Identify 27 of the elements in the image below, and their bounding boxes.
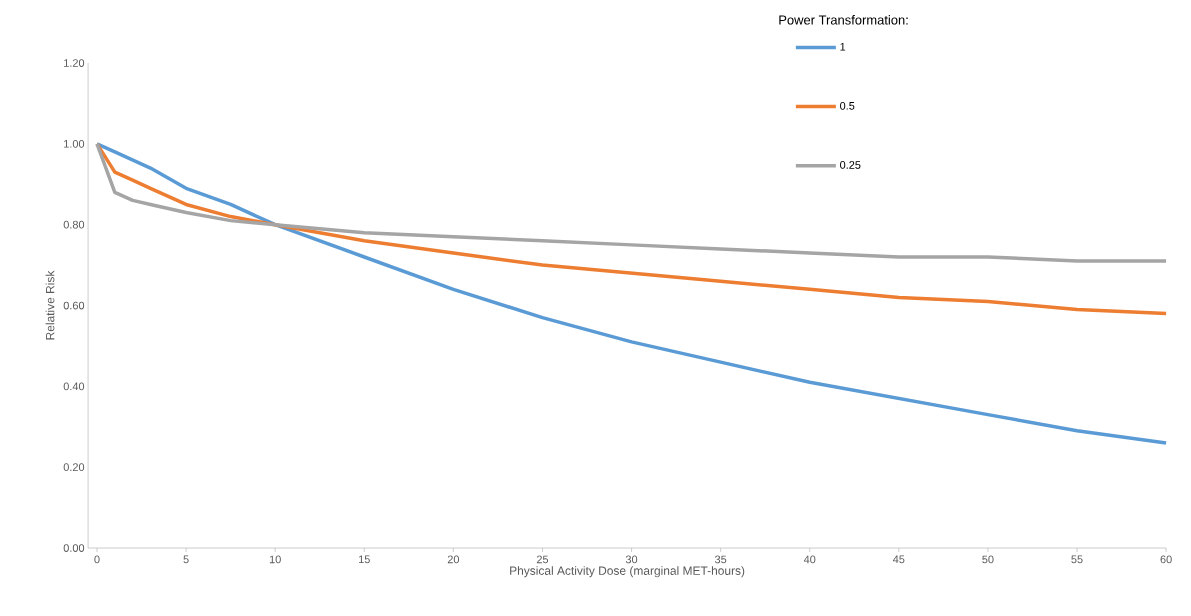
x-tick-label: 10 [269,555,281,564]
x-tick-label: 15 [359,555,370,564]
x-tick-label: 40 [803,555,816,564]
x-tick-label: 5 [183,555,189,564]
y-tick-label: 0.80 [63,220,85,229]
x-tick-label: 30 [625,555,638,564]
x-tick-label: 20 [447,555,460,564]
y-tick-label: 0.00 [63,544,85,552]
x-tick-label: 35 [714,555,727,564]
y-axis-title: Relative Risk [45,270,55,340]
x-axis-title: Physical Activity Dose (marginal MET-hours) [510,566,745,578]
legend-label: 0.25 [840,161,861,169]
legend-title: Power Transformation: [779,15,908,25]
x-tick-label: 45 [892,555,905,564]
y-tick-label: 0.40 [63,382,85,391]
legend-label: 1 [840,42,846,51]
y-tick-label: 1.00 [64,139,85,148]
x-tick-label: 55 [1071,555,1083,564]
x-tick-label: 50 [982,555,994,564]
legend-label: 0.5 [840,101,855,110]
y-tick-label: 0.60 [63,301,85,310]
x-tick-label: 25 [536,555,549,564]
y-tick-label: 0.20 [63,463,85,472]
x-tick-label: 60 [1160,555,1172,564]
x-tick-label: 0 [94,555,100,564]
line-series [95,142,1168,263]
y-tick-label: 1.20 [64,59,85,67]
